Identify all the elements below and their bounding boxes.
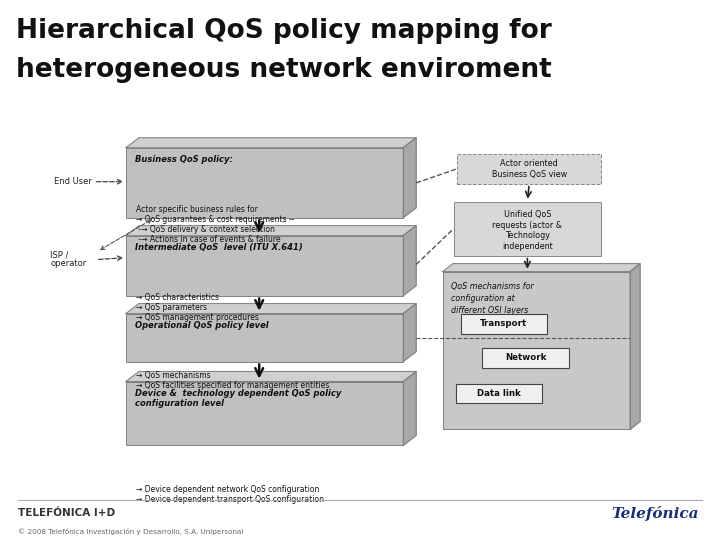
Text: Business QoS policy:: Business QoS policy: [135,155,233,164]
Text: → QoS guarantees & cost requirements --: → QoS guarantees & cost requirements -- [136,215,294,224]
Text: operator: operator [50,259,86,268]
Polygon shape [126,303,416,314]
Text: QoS mechanisms for: QoS mechanisms for [451,282,534,291]
Text: different OSI layers: different OSI layers [451,306,528,315]
Bar [126,235,403,295]
Text: Actor specific business rules for: Actor specific business rules for [136,205,258,214]
Bar [126,381,403,445]
Text: → Device dependent transport QoS configuration: → Device dependent transport QoS configu… [136,495,324,504]
Bar [457,154,601,184]
Text: © 2008 Telefónica Investigación y Desarrollo, S.A. Unipersonal: © 2008 Telefónica Investigación y Desarr… [18,528,243,535]
Text: Actor oriented: Actor oriented [500,159,558,167]
Polygon shape [126,372,416,381]
Polygon shape [126,226,416,235]
Text: End User: End User [54,177,92,186]
Text: Unified QoS: Unified QoS [504,211,551,219]
Text: → QoS mechanisms: → QoS mechanisms [136,370,211,380]
Text: Telefónica: Telefónica [611,506,698,521]
Text: Technology: Technology [505,231,550,240]
Text: Network: Network [505,353,546,362]
Text: → QoS parameters: → QoS parameters [136,302,207,312]
Text: -→ Actions in case of events & failure: -→ Actions in case of events & failure [136,235,281,244]
Text: Business QoS view: Business QoS view [492,170,567,179]
Bar [443,272,630,429]
Bar [126,148,403,218]
Text: Data link: Data link [477,389,521,398]
Text: → QoS facilities specified for management entities: → QoS facilities specified for managemen… [136,381,330,389]
Bar [126,314,403,362]
Polygon shape [403,372,416,446]
Bar [482,348,569,368]
Text: → Device dependent network QoS configuration: → Device dependent network QoS configura… [136,485,320,494]
Text: Transport: Transport [480,319,528,328]
Text: ISP /: ISP / [50,251,69,259]
Text: → QoS management procedures: → QoS management procedures [136,313,259,322]
Text: requests (actor &: requests (actor & [492,221,562,230]
Text: heterogeneous network enviroment: heterogeneous network enviroment [16,57,552,83]
Polygon shape [126,138,416,148]
Text: configuration at: configuration at [451,294,516,302]
Polygon shape [630,264,640,429]
Bar [454,202,601,255]
Text: -→ QoS delivery & context selection: -→ QoS delivery & context selection [136,225,275,234]
Text: Hierarchical QoS policy mapping for: Hierarchical QoS policy mapping for [16,18,552,44]
Polygon shape [443,264,640,272]
Polygon shape [403,138,416,218]
Text: → QoS characteristics: → QoS characteristics [136,293,219,302]
Text: Intermediate QoS  level (ITU X.641): Intermediate QoS level (ITU X.641) [135,243,302,252]
Text: Device &  technology dependent QoS policy
configuration level: Device & technology dependent QoS policy… [135,389,341,408]
Bar [456,383,542,403]
Text: independent: independent [502,242,553,251]
Text: Operational QoS policy level: Operational QoS policy level [135,321,269,330]
Polygon shape [403,303,416,362]
Polygon shape [403,226,416,295]
Bar [461,314,547,334]
Text: TELEFÓNICA I+D: TELEFÓNICA I+D [18,508,115,518]
